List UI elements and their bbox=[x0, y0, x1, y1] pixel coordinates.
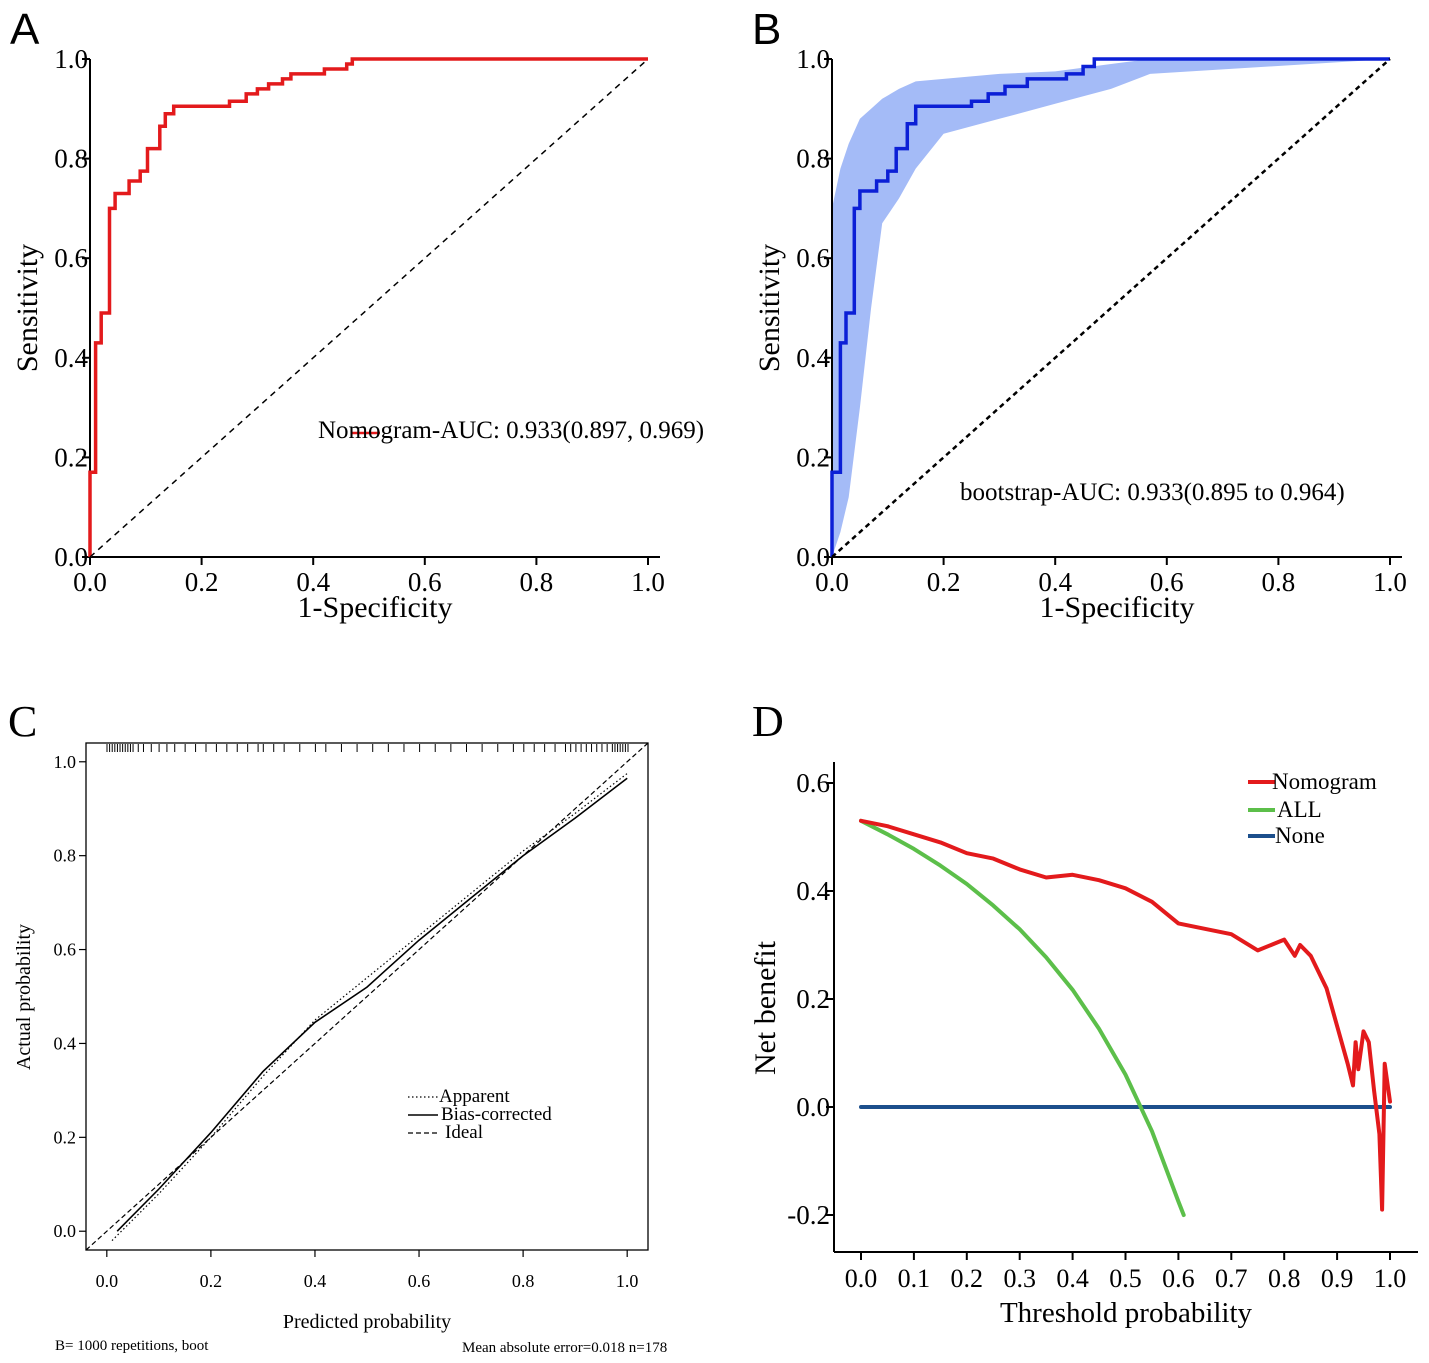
x-tick-label: 1.0 bbox=[1373, 567, 1407, 597]
panel-letter-d: D bbox=[752, 697, 784, 746]
y-tick-label: 0.6 bbox=[54, 940, 77, 960]
x-tick-label: 0.5 bbox=[1109, 1264, 1142, 1293]
y-axis-label: Sensitivity bbox=[11, 244, 44, 372]
roc-curve-line bbox=[830, 57, 1390, 557]
x-tick-label: 0.0 bbox=[96, 1271, 119, 1291]
y-tick-label: 0.8 bbox=[54, 846, 77, 866]
x-tick-label: 1.0 bbox=[1374, 1264, 1407, 1293]
y-tick-label: 0.6 bbox=[54, 243, 88, 273]
x-tick-label: 0.2 bbox=[200, 1271, 223, 1291]
x-axis-label: Threshold probability bbox=[1000, 1297, 1253, 1329]
legend-label-ideal: Ideal bbox=[445, 1122, 483, 1143]
footer-repetitions: B= 1000 repetitions, boot bbox=[55, 1338, 209, 1354]
x-tick-label: 0.6 bbox=[408, 1271, 431, 1291]
x-tick-label: 0.7 bbox=[1215, 1264, 1248, 1293]
x-tick-label: 0.6 bbox=[1150, 567, 1184, 597]
x-tick-label: 0.8 bbox=[520, 567, 554, 597]
legend-label-apparent: Apparent bbox=[439, 1086, 510, 1107]
y-tick-label: 0.0 bbox=[796, 542, 830, 572]
roc-chart-nomogram: 0.00.0 0.2 0.2 0.4 0.4 0.6 0.6 0.8 0.8 1.0 1.0 Nom… bbox=[11, 44, 704, 624]
plot-area: 0.00.0 0.2 0.2 0.4 0.4 0.6 0.6 0.8 0.8 1.0 1.0 bbox=[796, 44, 1407, 597]
x-tick-label: 0.0 bbox=[815, 567, 849, 597]
legend-label-nomogram: Nomogram bbox=[1272, 769, 1377, 794]
roc-chart-bootstrap: 0.00.0 0.2 0.2 0.4 0.4 0.6 0.6 0.8 0.8 1.0 1.0 boo… bbox=[753, 44, 1407, 624]
x-tick-label: 0.6 bbox=[1162, 1264, 1195, 1293]
y-tick-label: -0.2 bbox=[787, 1200, 830, 1230]
y-tick-label: 0.0 bbox=[796, 1092, 830, 1122]
y-tick-label: 0.8 bbox=[796, 144, 830, 174]
decision-curve-chart: 0.0 0.1 0.2 0.3 0.4 0.5 0.6 0.7 0.8 0.9 1.0 -0.2 0.0… bbox=[749, 762, 1418, 1329]
x-axis-label: 1-Specificity bbox=[1040, 591, 1195, 624]
x-tick-label: 0.0 bbox=[845, 1264, 878, 1293]
y-tick-label: 0.6 bbox=[796, 243, 830, 273]
legend: Apparent Bias-corrected Ideal bbox=[408, 1086, 552, 1143]
x-tick-label: 0.2 bbox=[927, 567, 961, 597]
x-tick-label: 0.4 bbox=[1038, 567, 1072, 597]
x-tick-label: 1.0 bbox=[616, 1271, 639, 1291]
legend-label-bias-corrected: Bias-corrected bbox=[441, 1104, 552, 1125]
roc-curve-line bbox=[88, 57, 648, 557]
calibration-chart: 0.0 0.0 0.2 0.2 0.4 0.4 0.6 0.6 0.8 0.8 1.0 1.0 App… bbox=[13, 742, 667, 1356]
x-tick-label: 0.9 bbox=[1321, 1264, 1354, 1293]
y-tick-label: 0.4 bbox=[54, 343, 88, 373]
x-tick-label: 0.8 bbox=[512, 1271, 535, 1291]
y-tick-label: 0.4 bbox=[796, 343, 830, 373]
x-tick-label: 0.8 bbox=[1268, 1264, 1301, 1293]
y-tick-label: 0.2 bbox=[796, 442, 830, 472]
x-tick-label: 0.4 bbox=[304, 1271, 327, 1291]
x-tick-label: 0.0 bbox=[73, 567, 107, 597]
apparent-line bbox=[111, 773, 628, 1242]
y-tick-label: 0.0 bbox=[54, 542, 88, 572]
x-tick-label: 0.2 bbox=[951, 1264, 984, 1293]
y-axis-label: Net benefit bbox=[749, 940, 782, 1075]
x-axis-label: Predicted probability bbox=[283, 1311, 451, 1333]
x-tick-label: 1.0 bbox=[631, 567, 665, 597]
bias-corrected-line bbox=[116, 777, 628, 1232]
y-tick-label: 0.0 bbox=[54, 1221, 77, 1241]
y-tick-label: 0.2 bbox=[54, 442, 88, 472]
auc-annotation: bootstrap-AUC: 0.933(0.895 to 0.964) bbox=[960, 479, 1345, 506]
panel-letter-b: B bbox=[752, 5, 781, 54]
y-axis-label: Sensitivity bbox=[753, 244, 786, 372]
auc-annotation: Nomogram-AUC: 0.933(0.897, 0.969) bbox=[318, 417, 704, 444]
y-tick-label: 0.4 bbox=[796, 876, 830, 906]
x-tick-label: 0.6 bbox=[408, 567, 442, 597]
x-tick-label: 0.1 bbox=[898, 1264, 931, 1293]
footer-mean-absolute-error: Mean absolute error=0.018 n=178 bbox=[462, 1340, 667, 1356]
plot-area: 0.00.0 0.2 0.2 0.4 0.4 0.6 0.6 0.8 0.8 1.0 1.0 bbox=[54, 44, 665, 597]
x-tick-label: 0.4 bbox=[1056, 1264, 1089, 1293]
legend: Nomogram ALL None bbox=[1248, 769, 1377, 848]
y-tick-label: 1.0 bbox=[54, 752, 77, 772]
ideal-line bbox=[85, 742, 649, 1251]
plot-area: 0.0 0.1 0.2 0.3 0.4 0.5 0.6 0.7 0.8 0.9 1.0 -0.2 0.0… bbox=[787, 762, 1418, 1293]
plot-frame bbox=[85, 742, 649, 1251]
x-tick-label: 0.8 bbox=[1262, 567, 1296, 597]
nomogram-curve-line bbox=[859, 818, 1392, 1212]
y-tick-label: 1.0 bbox=[54, 44, 88, 74]
x-axis-label: 1-Specificity bbox=[298, 591, 453, 624]
y-axis-label: Actual probability bbox=[13, 924, 35, 1070]
y-tick-label: 0.8 bbox=[54, 144, 88, 174]
all-curve-line bbox=[859, 818, 1186, 1217]
confidence-band bbox=[832, 59, 1390, 557]
reference-diagonal-line bbox=[831, 58, 1391, 558]
y-tick-label: 0.2 bbox=[796, 984, 830, 1014]
reference-diagonal-line bbox=[89, 58, 649, 558]
y-tick-label: 0.2 bbox=[54, 1127, 77, 1147]
y-tick-label: 1.0 bbox=[796, 44, 830, 74]
panel-letter-a: A bbox=[10, 5, 40, 54]
x-tick-label: 0.2 bbox=[185, 567, 219, 597]
y-tick-label: 0.6 bbox=[796, 768, 830, 798]
x-tick-label: 0.4 bbox=[296, 567, 330, 597]
plot-area: 0.0 0.0 0.2 0.2 0.4 0.4 0.6 0.6 0.8 0.8 1.0 1.0 bbox=[54, 742, 649, 1291]
x-tick-label: 0.3 bbox=[1003, 1264, 1036, 1293]
panel-letter-c: C bbox=[8, 697, 37, 746]
legend-label-all: ALL bbox=[1277, 797, 1322, 822]
y-tick-label: 0.4 bbox=[54, 1033, 77, 1053]
legend-label-none: None bbox=[1275, 823, 1325, 848]
